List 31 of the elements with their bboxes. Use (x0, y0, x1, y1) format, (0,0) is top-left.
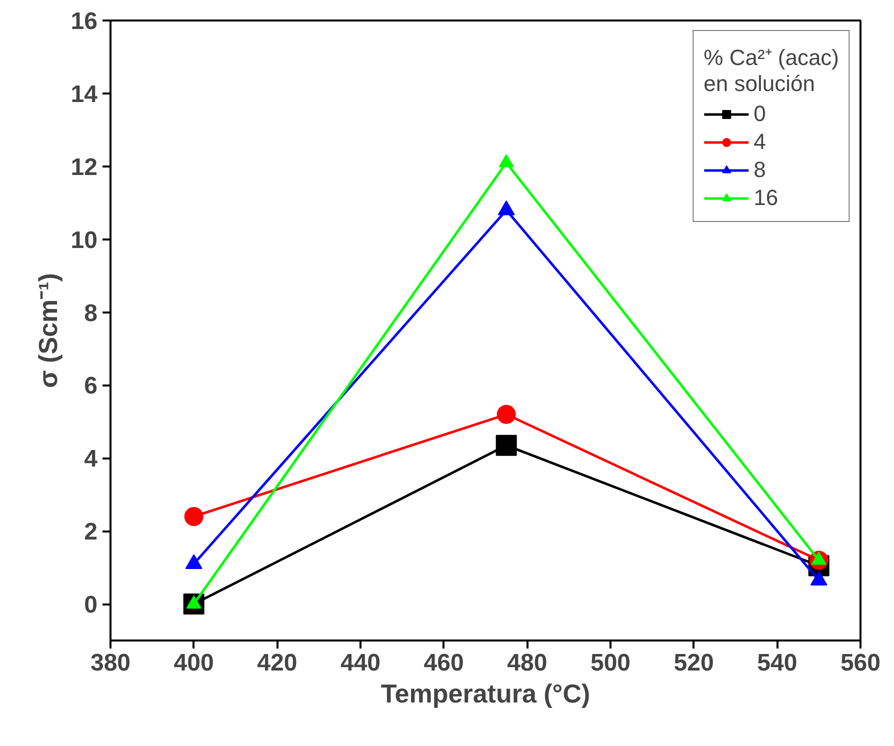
point (498, 200, 515, 216)
x-tick-label: 420 (257, 650, 298, 676)
x-tick-label: 440 (340, 650, 381, 676)
x-tick-label: 460 (424, 650, 464, 676)
y-tick-label: 6 (84, 372, 98, 400)
point (184, 507, 204, 526)
y-tick-label: 14 (70, 80, 98, 108)
legend-label: 8 (754, 157, 767, 183)
point (496, 404, 516, 424)
x-axis-title: Temperatura (°C) (380, 678, 590, 708)
y-tick-label: 0 (84, 592, 98, 619)
x-tick-label: 500 (590, 650, 631, 676)
x-tick-label: 520 (674, 650, 714, 676)
y-tick-label: 12 (70, 154, 98, 181)
x-tick-label: 540 (757, 650, 798, 676)
x-tick-label: 560 (840, 650, 881, 676)
y-tick-label: 10 (70, 226, 98, 254)
x-tick-label: 480 (507, 650, 548, 676)
y-tick-label: 8 (84, 300, 98, 327)
point (498, 154, 514, 168)
y-axis-title: σ (Scm⁻¹) (32, 273, 63, 388)
legend-label: 4 (754, 129, 767, 155)
legend-title: % Ca²⁺ (acac) en solución (704, 44, 839, 97)
x-tick-label: 380 (90, 650, 131, 676)
y-tick-label: 16 (70, 8, 98, 35)
legend-label: 16 (754, 185, 778, 211)
y-tick-label: 2 (84, 518, 98, 546)
point (496, 434, 517, 456)
x-tick-label: 400 (174, 650, 214, 676)
legend-label: 0 (754, 101, 767, 127)
y-tick-label: 4 (84, 446, 98, 473)
